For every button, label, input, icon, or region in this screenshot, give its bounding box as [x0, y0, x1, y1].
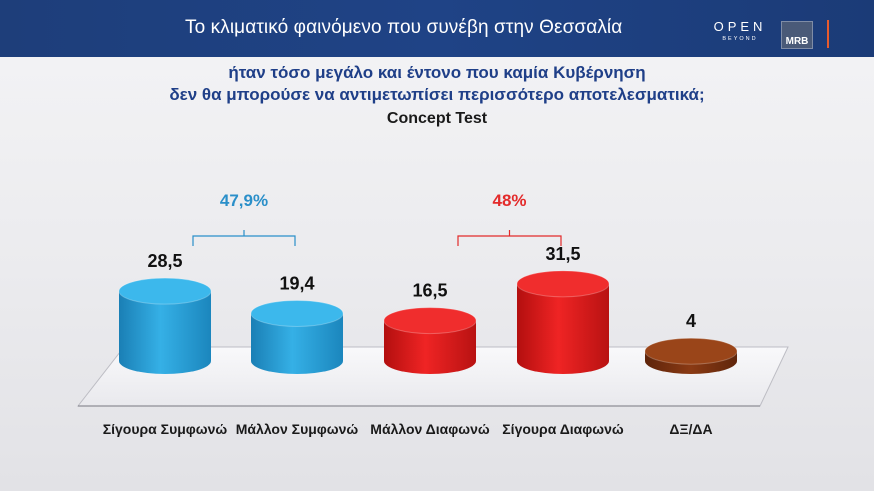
bar-top	[383, 307, 477, 335]
data-label: 4	[686, 311, 696, 331]
category-label: Σίγουρα Διαφωνώ	[502, 421, 624, 437]
category-label: ΔΞ/ΔΑ	[669, 421, 712, 437]
open-logo-subtext: BEYOND	[722, 36, 758, 42]
bar-top	[644, 337, 738, 365]
data-label: 31,5	[545, 244, 580, 264]
group-bracket	[192, 230, 296, 246]
question-line-2: δεν θα μπορούσε να αντιμετωπίσει περισσό…	[169, 85, 705, 104]
group-total-label: 48%	[492, 191, 526, 210]
bar	[119, 291, 211, 374]
bar-top	[516, 270, 610, 298]
open-logo: OPEN BEYOND	[705, 20, 775, 43]
chart-title: Concept Test	[386, 110, 488, 127]
data-label: 19,4	[279, 273, 314, 293]
open-logo-text: OPEN	[713, 19, 767, 34]
category-label: Μάλλον Συμφωνώ	[236, 421, 359, 437]
header-title: Το κλιματικό φαινόμενο που συνέβη στην Θ…	[185, 17, 623, 38]
logo-divider	[827, 20, 829, 48]
category-label: Μάλλον Διαφωνώ	[370, 421, 490, 437]
bar	[384, 320, 476, 374]
data-label: 28,5	[147, 251, 182, 271]
header-bar: Το κλιματικό φαινόμενο που συνέβη στην Θ…	[0, 0, 874, 57]
category-label: Σίγουρα Συμφωνώ	[103, 421, 228, 437]
group-bracket	[457, 230, 562, 246]
mrb-logo: MRB	[781, 21, 813, 49]
bar-top	[118, 277, 212, 305]
data-label: 16,5	[412, 281, 447, 301]
bar	[251, 313, 343, 374]
question-line-1: ήταν τόσο μεγάλο και έντονο που καμία Κυ…	[228, 63, 646, 82]
bar	[517, 283, 609, 374]
bar-top	[250, 299, 344, 327]
group-total-label: 47,9%	[220, 191, 268, 210]
